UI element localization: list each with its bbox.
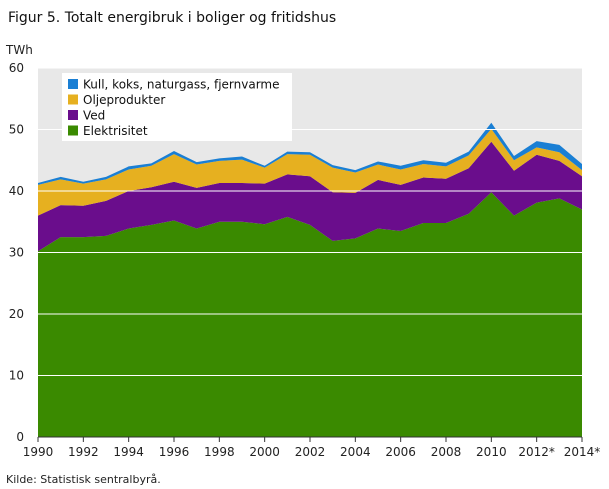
- x-tick-label: 1996: [159, 445, 190, 459]
- legend-swatch: [68, 94, 78, 105]
- legend-label: Oljeprodukter: [83, 93, 165, 107]
- x-tick-label: 1990: [23, 445, 54, 459]
- legend-box: [62, 73, 292, 141]
- y-tick-label: 50: [9, 123, 24, 137]
- x-axis-ticks: 1990 1992 1994 1996 1998 2000 2002 2004 2006 2008…: [23, 437, 601, 459]
- x-tick-label: 2000: [249, 445, 280, 459]
- legend-label: Ved: [83, 109, 105, 123]
- legend-label: Kull, koks, naturgass, fjernvarme: [83, 78, 279, 92]
- legend-label: Elektrisitet: [83, 124, 148, 138]
- y-tick-label: 60: [9, 61, 24, 75]
- y-tick-label: 30: [9, 246, 24, 260]
- x-tick-label: 2010: [476, 445, 507, 459]
- x-tick-label: 2002: [295, 445, 326, 459]
- x-tick-label: 1998: [204, 445, 235, 459]
- x-tick-label: 2004: [340, 445, 371, 459]
- area-kull-koks-naturgass-fjernvarme: [38, 122, 582, 185]
- area-oljeprodukter: [38, 128, 582, 216]
- legend-swatch: [68, 110, 78, 120]
- x-tick-label: 2006: [385, 445, 416, 459]
- x-tick-label: 2014*: [564, 445, 601, 459]
- y-tick-label: 10: [9, 369, 24, 383]
- legend: Kull, koks, naturgass, fjernvarmeOljepro…: [62, 73, 292, 141]
- area-ved: [38, 141, 582, 252]
- chart-title: Figur 5. Totalt energibruk i boliger og …: [8, 10, 336, 26]
- x-tick-label: 2008: [431, 445, 462, 459]
- y-tick-label: 20: [9, 307, 24, 321]
- y-tick-label: 0: [16, 430, 24, 444]
- y-tick-label: 40: [9, 184, 24, 198]
- y-axis-ticks: 0 10 20 30 40 50 60: [9, 61, 24, 444]
- y-axis-unit-label: TWh: [5, 43, 33, 57]
- x-tick-label: 2012*: [518, 445, 555, 459]
- x-tick-label: 1992: [68, 445, 99, 459]
- legend-swatch: [68, 79, 78, 89]
- legend-swatch: [68, 125, 78, 136]
- source-note: Kilde: Statistisk sentralbyrå.: [6, 473, 161, 486]
- x-tick-label: 1994: [113, 445, 144, 459]
